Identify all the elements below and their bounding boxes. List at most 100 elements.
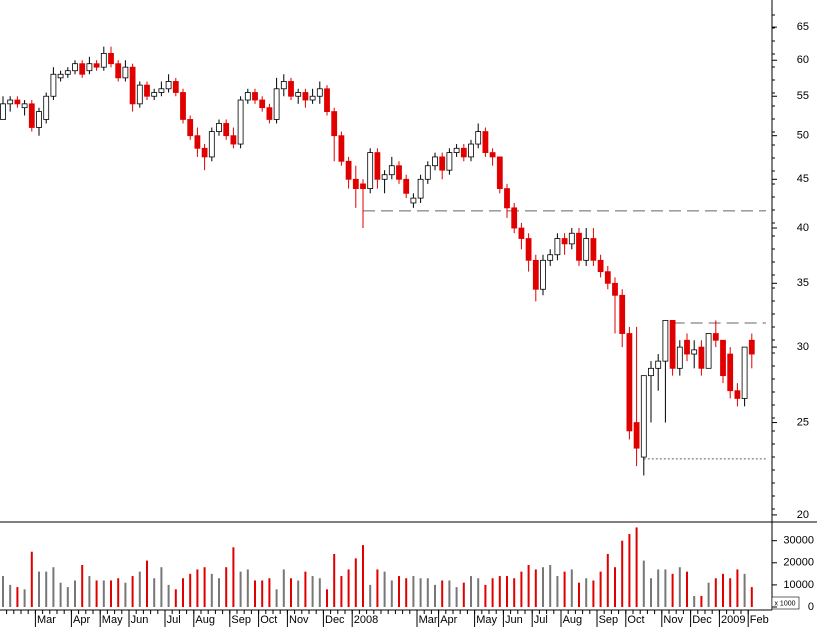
- volume-bar: [74, 580, 76, 607]
- candle-body: [244, 92, 251, 101]
- x-tick-label: Nov: [289, 614, 309, 626]
- candle-body: [79, 63, 86, 75]
- candle-body: [122, 66, 129, 79]
- x-tick-label: 2008: [354, 614, 378, 626]
- candle-body: [554, 238, 561, 256]
- candle-body: [367, 152, 374, 189]
- x-tick-label: Mar: [37, 614, 56, 626]
- volume-bar: [412, 576, 415, 607]
- volume-bar: [275, 589, 278, 607]
- volume-bar: [671, 573, 674, 607]
- volume-bar: [340, 576, 343, 607]
- candle-body: [540, 259, 546, 290]
- candle-body: [266, 107, 273, 120]
- candle-body: [151, 92, 158, 97]
- volume-bar: [362, 545, 364, 607]
- volume-bar: [570, 569, 573, 607]
- candle-body: [352, 178, 359, 189]
- volume-bar: [563, 571, 566, 607]
- candle-body: [684, 339, 690, 355]
- volume-bar: [246, 569, 249, 607]
- y-tick-label: 40: [797, 222, 809, 234]
- candle-body: [583, 238, 590, 261]
- candle-body: [345, 160, 352, 180]
- candle-body: [324, 88, 330, 112]
- volume-bar: [326, 589, 328, 607]
- volume-bar: [578, 582, 580, 607]
- candle-body: [331, 111, 338, 137]
- candle-body: [0, 103, 6, 120]
- candle-body: [720, 339, 726, 377]
- volume-bar: [434, 584, 436, 607]
- candle-body: [201, 147, 208, 158]
- volume-bar: [131, 576, 134, 607]
- candle-body: [208, 131, 215, 158]
- volume-bar: [311, 576, 314, 607]
- volume-bar: [354, 558, 357, 607]
- candle-body: [403, 178, 410, 194]
- volume-tick-label: 20000: [783, 557, 814, 569]
- x-tick-label: Oct: [260, 614, 277, 626]
- candle-body: [295, 92, 302, 97]
- candle-body: [547, 254, 554, 261]
- candle-body: [100, 52, 107, 68]
- candle-body: [662, 319, 669, 362]
- candle-body: [568, 232, 575, 245]
- x-tick-label: Jun: [505, 614, 523, 626]
- volume-bar: [182, 578, 184, 607]
- x-tick-label: May: [476, 614, 497, 626]
- candle-body: [439, 156, 446, 171]
- y-tick-label: 55: [797, 90, 809, 102]
- volume-bar: [722, 573, 724, 607]
- x-tick-label: Dec: [692, 614, 712, 626]
- candle-body: [43, 95, 50, 120]
- unit-box: [771, 596, 800, 610]
- volume-bar: [318, 578, 321, 607]
- volume-bar: [16, 587, 19, 607]
- volume-bar: [88, 576, 91, 607]
- candle-body: [475, 131, 482, 145]
- volume-bar: [628, 534, 631, 607]
- x-tick-label: Jul: [534, 614, 548, 626]
- volume-bar: [117, 578, 120, 607]
- volume-bar: [513, 578, 516, 607]
- candle-body: [108, 52, 114, 65]
- candle-body: [172, 81, 179, 93]
- candle-body: [669, 319, 676, 369]
- x-tick-label: Aug: [563, 614, 583, 626]
- volume-bar: [369, 584, 372, 607]
- candle-body: [338, 135, 345, 162]
- volume-tick-label: 10000: [783, 579, 814, 591]
- candle-body: [468, 143, 474, 158]
- candle-body: [626, 333, 633, 432]
- volume-bar: [484, 584, 487, 607]
- volume-bar: [218, 578, 220, 607]
- volume-bar: [585, 578, 588, 607]
- candle-body: [410, 197, 417, 204]
- volume-bar: [556, 576, 559, 607]
- candle-body: [381, 174, 388, 180]
- volume-bar: [38, 571, 40, 607]
- candle-body: [21, 103, 28, 109]
- volume-bar: [138, 571, 141, 607]
- volume-bar: [736, 569, 739, 607]
- candle-body: [648, 367, 654, 377]
- volume-bar: [45, 571, 48, 607]
- candle-body: [302, 92, 309, 101]
- candle-body: [273, 88, 280, 120]
- candle-body: [633, 422, 640, 449]
- volume-bar: [635, 527, 638, 607]
- candle-body: [57, 73, 64, 79]
- candle-body: [93, 63, 100, 68]
- x-tick-label: Jun: [131, 614, 149, 626]
- volume-bar: [239, 571, 242, 607]
- x-tick-label: Sep: [231, 614, 251, 626]
- volume-bar: [174, 589, 177, 607]
- volume-bar: [419, 578, 422, 607]
- candle-body: [712, 333, 719, 341]
- candle-body: [64, 70, 71, 75]
- candle-body: [7, 99, 14, 105]
- volume-bar: [477, 578, 480, 607]
- volume-bar: [124, 582, 127, 607]
